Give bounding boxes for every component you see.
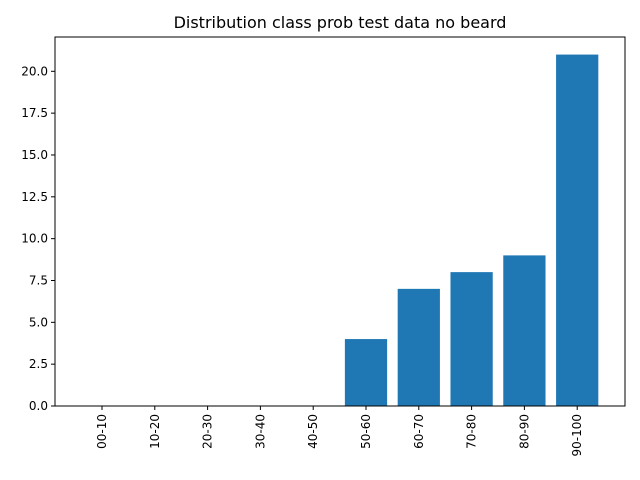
x-tick-label: 60-70 bbox=[412, 414, 426, 449]
x-tick-label: 30-40 bbox=[253, 414, 267, 449]
plot-frame bbox=[54, 36, 626, 407]
bar-50-60 bbox=[344, 339, 388, 406]
y-tick-label: 15.0 bbox=[21, 148, 48, 162]
x-tick-label: 10-20 bbox=[148, 414, 162, 449]
bar-90-100 bbox=[556, 54, 599, 406]
x-tick-label: 70-80 bbox=[465, 414, 479, 449]
x-tick-label: 50-60 bbox=[359, 414, 373, 449]
y-tick-label: 5.0 bbox=[29, 315, 48, 329]
chart-title: Distribution class prob test data no bea… bbox=[174, 13, 507, 32]
y-axis: 0.0 2.5 5.0 7.5 10.0 12.5 15.0 17.5 20.0 bbox=[21, 64, 55, 413]
x-axis: 00-10 10-20 20-30 30-40 40-50 50-60 60-70 70-80… bbox=[95, 406, 584, 457]
x-tick-label: 20-30 bbox=[201, 414, 215, 449]
bars-group bbox=[344, 54, 599, 406]
y-tick-label: 7.5 bbox=[29, 273, 48, 287]
bar-80-90 bbox=[503, 255, 546, 406]
bar-60-70 bbox=[397, 288, 440, 406]
y-tick-label: 2.5 bbox=[29, 357, 48, 371]
y-tick-label: 0.0 bbox=[29, 399, 48, 413]
y-tick-label: 17.5 bbox=[21, 106, 48, 120]
x-tick-label: 00-10 bbox=[95, 414, 109, 449]
bar-70-80 bbox=[450, 272, 493, 406]
x-tick-label: 40-50 bbox=[306, 414, 320, 449]
x-tick-label: 80-90 bbox=[517, 414, 531, 449]
y-tick-label: 12.5 bbox=[21, 190, 48, 204]
y-tick-label: 20.0 bbox=[21, 64, 48, 78]
y-tick-label: 10.0 bbox=[21, 232, 48, 246]
x-tick-label: 90-100 bbox=[570, 414, 584, 457]
